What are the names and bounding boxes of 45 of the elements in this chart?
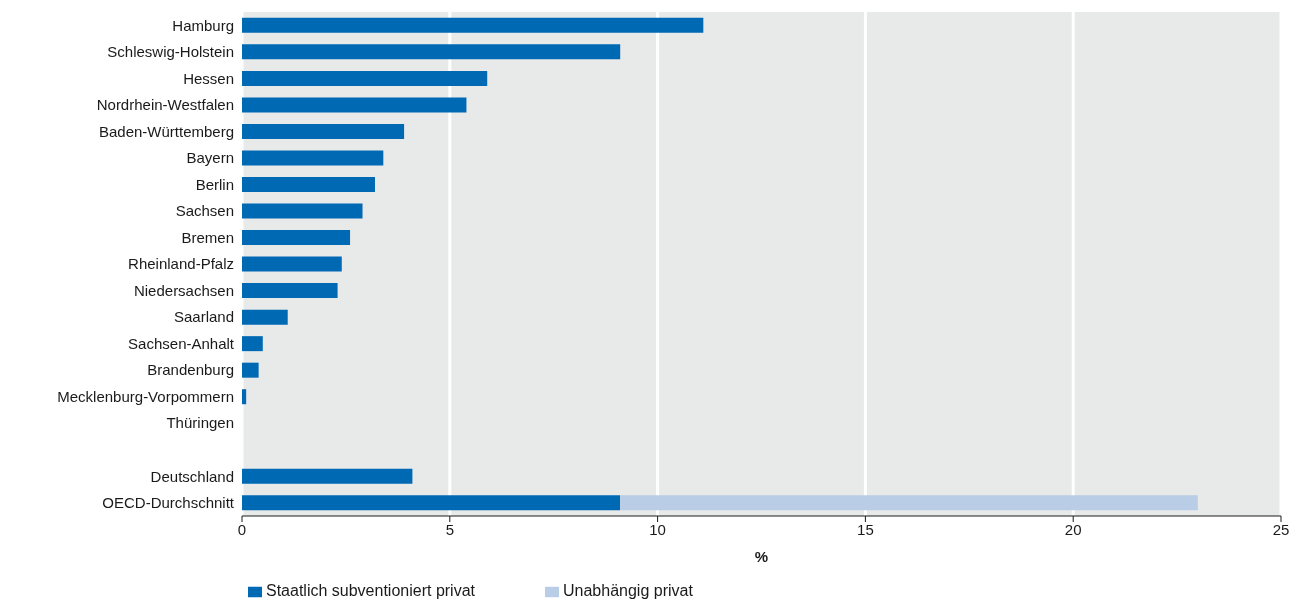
y-tick-label: Berlin	[195, 175, 234, 193]
bar	[242, 97, 467, 113]
x-tick-label: 15	[857, 520, 874, 538]
y-tick-label: Niedersachsen	[133, 281, 234, 299]
y-tick-label: Mecklenburg-Vorpommern	[57, 387, 234, 405]
bar	[242, 230, 351, 246]
bar	[242, 44, 621, 60]
y-tick-label: Deutschland	[150, 467, 234, 485]
x-tick-label: 20	[1064, 520, 1082, 538]
bar	[242, 176, 375, 192]
bar	[242, 283, 338, 299]
y-tick-label: Sachsen-Anhalt	[128, 334, 235, 352]
bar	[242, 362, 259, 378]
x-tick-label: 0	[237, 520, 247, 538]
bar	[242, 468, 413, 484]
bar	[242, 70, 488, 86]
y-tick-label: Rheinland-Pfalz	[128, 255, 234, 273]
x-tick-label: 25	[1272, 520, 1290, 538]
bar	[242, 495, 621, 511]
legend-label: Unabhängig privat	[563, 582, 693, 599]
x-tick-label: 10	[649, 520, 666, 538]
bar	[242, 17, 704, 33]
y-tick-label: Baden-Württemberg	[98, 122, 234, 140]
x-axis-title: %	[754, 548, 769, 565]
y-tick-label: Bremen	[181, 228, 234, 246]
y-tick-label: Bayern	[186, 149, 234, 167]
bar	[242, 256, 342, 272]
y-tick-label: Brandenburg	[147, 361, 234, 379]
y-tick-label: Schleswig-Holstein	[107, 43, 234, 61]
bar	[620, 495, 1198, 511]
bar	[242, 309, 288, 325]
y-tick-label: Sachsen	[175, 202, 234, 220]
x-tick-label: 5	[445, 520, 454, 538]
y-tick-label: Hamburg	[172, 16, 234, 34]
legend-label: Staatlich subventioniert privat	[266, 582, 475, 599]
bar	[242, 150, 384, 166]
bar	[242, 336, 263, 352]
y-tick-label: Nordrhein-Westfalen	[96, 96, 234, 114]
y-tick-label: Saarland	[173, 308, 234, 326]
bar	[242, 123, 405, 139]
bar	[242, 203, 363, 219]
y-tick-label: Hessen	[183, 69, 234, 87]
y-tick-label: Thüringen	[166, 414, 234, 432]
bar	[242, 389, 247, 405]
y-tick-label: OECD-Durchschnitt	[102, 494, 235, 512]
